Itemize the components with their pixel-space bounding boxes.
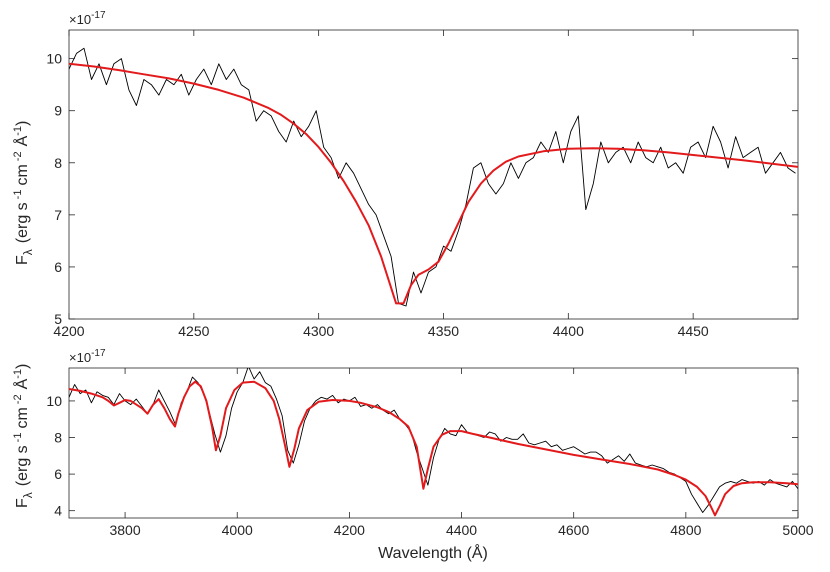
- bottom-y-tick-label: 8: [54, 430, 62, 446]
- top-observed-spectrum-line: [69, 47, 796, 307]
- bottom-y-tick-label: 4: [54, 503, 62, 519]
- bottom-y-tick-label: 10: [46, 393, 62, 409]
- top-y-tick-label: 6: [54, 259, 62, 275]
- bottom-tick-group: 3800 4000 4200 4400 4600 4800 5000 4 6 8 10: [46, 368, 814, 538]
- top-x-tick-label: 4400: [553, 323, 584, 339]
- bottom-x-tick-label: 4000: [222, 522, 253, 538]
- top-panel: 4200 4250 4300 4350 4400 4450 5 6 7 8 9 10 ×10-17 F…: [12, 10, 799, 339]
- bottom-y-multiplier: ×10-17: [69, 348, 106, 365]
- top-y-multiplier: ×10-17: [69, 10, 106, 27]
- bottom-panel: 3800 4000 4200 4400 4600 4800 5000 4 6 8 10 ×10-17…: [12, 348, 814, 562]
- bottom-series-group: [69, 368, 798, 517]
- top-model-fit-line: [69, 62, 798, 305]
- bottom-y-tick-label: 6: [54, 466, 62, 482]
- top-y-label: Fλ(erg s-1cm-2Å-1): [12, 121, 35, 265]
- top-tick-group: 4200 4250 4300 4350 4400 4450 5 6 7 8 9 10: [46, 30, 798, 339]
- top-y-tick-label: 10: [46, 51, 62, 67]
- bottom-x-tick-label: 4600: [558, 522, 589, 538]
- bottom-y-label: Fλ(erg s-1cm-2Å-1): [12, 364, 35, 508]
- bottom-x-label: Wavelength (Å): [378, 543, 488, 562]
- bottom-x-tick-label: 3800: [109, 522, 140, 538]
- bottom-x-tick-label: 4800: [670, 522, 701, 538]
- top-y-tick-label: 5: [54, 311, 62, 327]
- top-x-tick-label: 4300: [303, 323, 334, 339]
- top-x-tick-label: 4200: [53, 323, 84, 339]
- top-y-tick-label: 8: [54, 155, 62, 171]
- bottom-plot-area: [68, 367, 799, 519]
- top-x-tick-label: 4250: [178, 323, 209, 339]
- top-plot-area: [68, 29, 799, 320]
- top-y-tick-label: 7: [54, 207, 62, 223]
- top-series-group: [69, 47, 798, 307]
- bottom-x-tick-label: 4200: [334, 522, 365, 538]
- bottom-x-tick-label: 4400: [446, 522, 477, 538]
- top-x-tick-label: 4350: [428, 323, 459, 339]
- top-y-tick-label: 9: [54, 103, 62, 119]
- bottom-model-fit-line: [69, 380, 798, 517]
- top-x-tick-label: 4450: [678, 323, 709, 339]
- bottom-x-tick-label: 5000: [782, 522, 813, 538]
